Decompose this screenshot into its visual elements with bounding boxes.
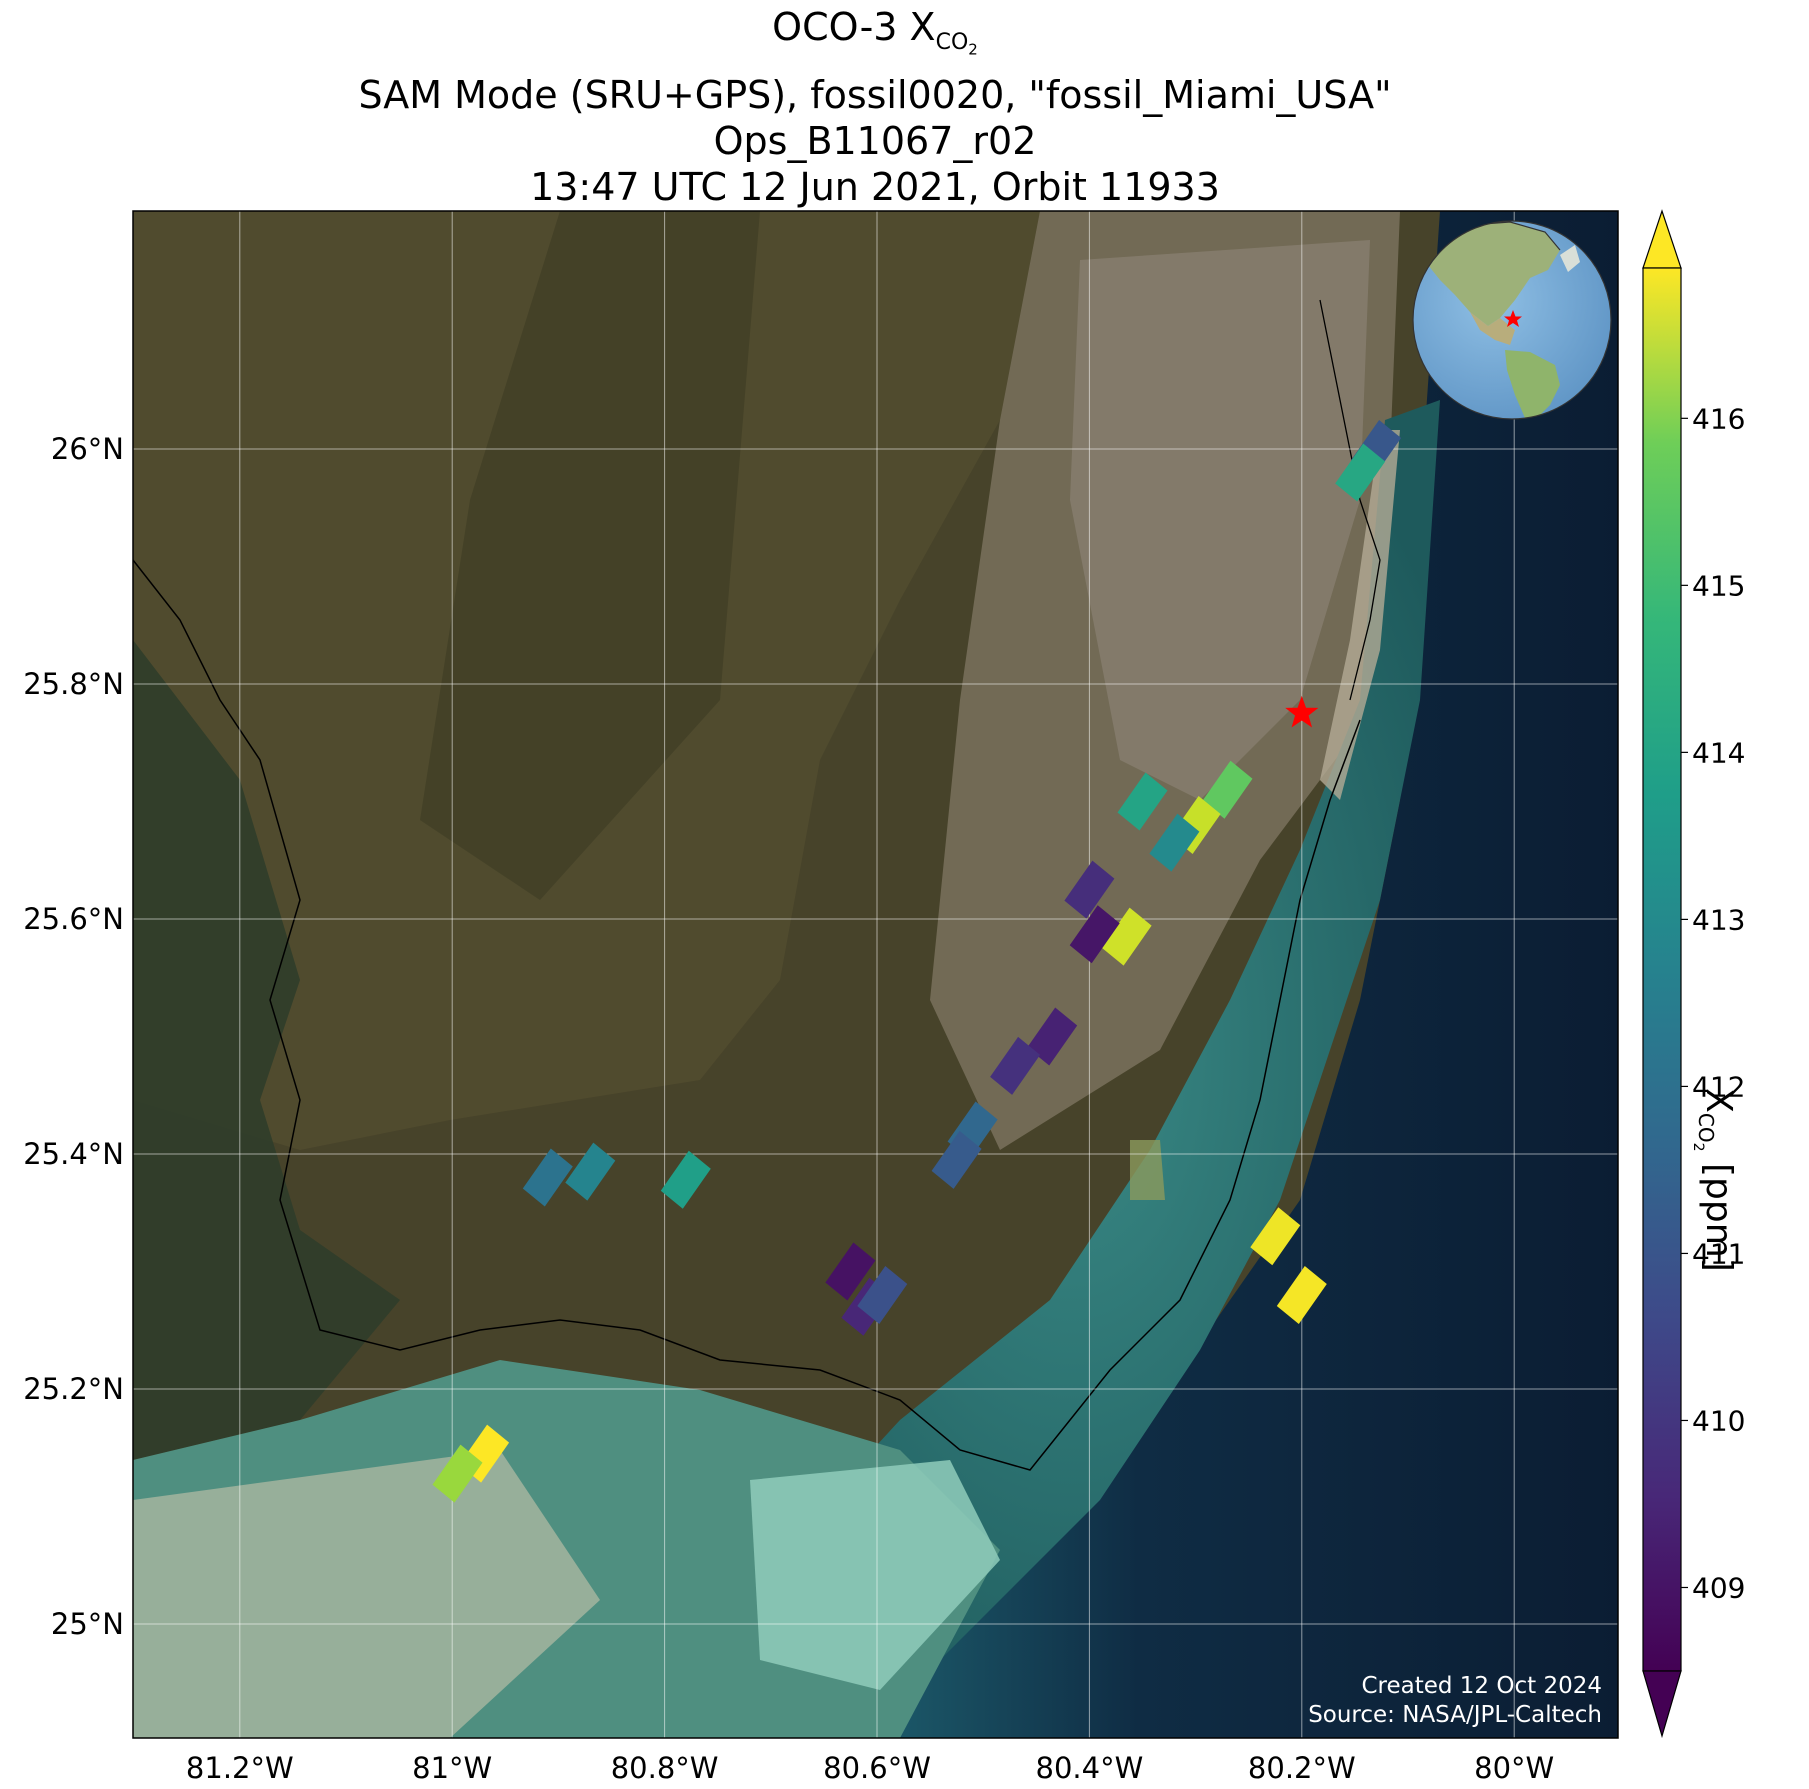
locator-globe-inset: [1412, 220, 1612, 420]
lon-tick-label: 80.4°W: [1036, 1751, 1144, 1785]
credit-source: Source: NASA/JPL-Caltech: [1308, 1702, 1602, 1728]
xco2-sounding-footprint: [432, 1444, 483, 1503]
lon-tick-label: 81.2°W: [186, 1751, 294, 1785]
title-line-2: SAM Mode (SRU+GPS), fossil0020, "fossil_…: [358, 72, 1392, 117]
xco2-sounding-footprint: [990, 1036, 1041, 1095]
target-star-marker: [1285, 695, 1319, 728]
xco2-sounding-footprint: [1064, 860, 1115, 919]
latitude-tick-labels: 26°N 25.8°N 25.6°N 25.4°N 25.2°N 25°N: [23, 432, 124, 1641]
colorbar-tick-label: 413: [1692, 903, 1745, 936]
figure-title: OCO-3 XCO2 SAM Mode (SRU+GPS), fossil002…: [0, 4, 1750, 210]
graticule: [133, 211, 1618, 1738]
colorbar-tick-label: 414: [1692, 736, 1745, 769]
title-line-3: Ops_B11067_r02: [713, 118, 1037, 163]
colorbar-tick-label: 412: [1692, 1070, 1745, 1103]
xco2-sounding-footprint: [1250, 1207, 1301, 1266]
globe-target-star: [1504, 310, 1522, 327]
longitude-tick-labels: 81.2°W 81°W 80.8°W 80.6°W 80.4°W 80.2°W …: [186, 1751, 1554, 1785]
lon-tick-label: 80.2°W: [1248, 1751, 1356, 1785]
lat-tick-label: 25.8°N: [23, 667, 124, 701]
colorbar-tick-label: 415: [1692, 569, 1745, 602]
xco2-sounding-footprint: [857, 1266, 908, 1324]
xco2-sounding-footprint: [1069, 905, 1120, 964]
xco2-soundings: [432, 420, 1402, 1503]
colorbar-tick-label: 410: [1692, 1404, 1745, 1437]
xco2-sounding-footprint: [1335, 443, 1386, 502]
xco2-sounding-footprint: [825, 1242, 876, 1301]
colorbar-tick-label: 411: [1692, 1237, 1745, 1270]
colorbar-extend-max: [1642, 209, 1682, 269]
xco2-sounding-footprint: [1202, 760, 1253, 819]
xco2-sounding-footprint: [1276, 1266, 1327, 1324]
xco2-sounding-footprint: [1027, 1007, 1078, 1066]
colorbar-tick-label: 409: [1692, 1571, 1745, 1604]
lat-tick-label: 25.2°N: [23, 1372, 124, 1406]
lon-tick-label: 80.6°W: [823, 1751, 931, 1785]
colorbar: 409 410 411 412 413 414 415 416: [1642, 209, 1745, 1739]
lat-tick-label: 25.4°N: [23, 1137, 124, 1171]
title-line-4: 13:47 UTC 12 Jun 2021, Orbit 11933: [530, 164, 1220, 209]
xco2-sounding-footprint: [522, 1148, 573, 1207]
colorbar-extend-min: [1642, 1670, 1682, 1739]
map-frame: [132, 210, 1619, 1739]
xco2-sounding-footprint: [1117, 772, 1168, 831]
lat-tick-label: 25°N: [51, 1607, 124, 1641]
lat-tick-label: 25.6°N: [23, 902, 124, 936]
xco2-sounding-footprint: [1149, 813, 1200, 872]
colorbar-tick-label: 416: [1692, 402, 1745, 435]
xco2-sounding-footprint: [660, 1150, 711, 1209]
colorbar-label: XCO2 [ppm]: [1689, 1088, 1739, 1272]
lon-tick-label: 81°W: [412, 1751, 492, 1785]
xco2-sounding-footprint: [565, 1142, 616, 1201]
lon-tick-label: 80.8°W: [611, 1751, 719, 1785]
xco2-sounding-footprint: [931, 1130, 982, 1189]
lat-tick-label: 26°N: [51, 432, 124, 466]
lon-tick-label: 80°W: [1474, 1751, 1554, 1785]
title-line-1: OCO-3 XCO2: [772, 5, 978, 58]
credit-created: Created 12 Oct 2024: [1361, 1673, 1602, 1699]
xco2-sounding-footprint: [1101, 907, 1152, 966]
colorbar-gradient: [1642, 267, 1682, 1672]
colorbar-ticks: 409 410 411 412 413 414 415 416: [1681, 402, 1745, 1604]
